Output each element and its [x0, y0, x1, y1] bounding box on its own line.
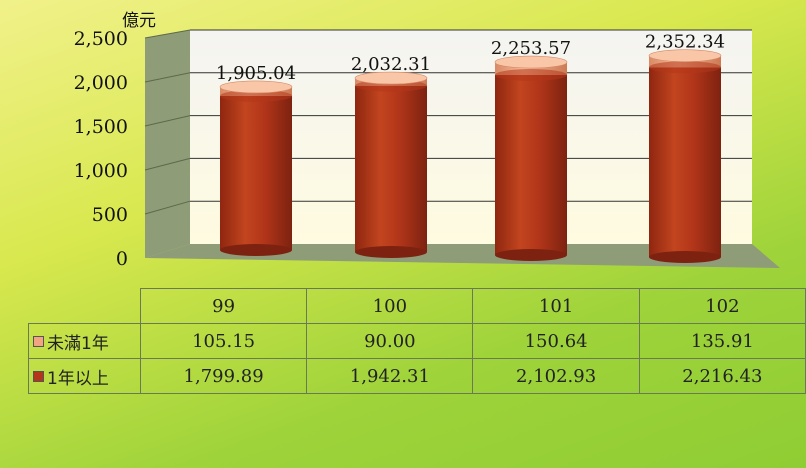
table-row: 未滿1年 105.15 90.00 150.64 135.91	[28, 323, 806, 359]
table-cell: 135.91	[638, 323, 806, 359]
table-cell: 1,942.31	[306, 358, 474, 394]
table-header-cell: 99	[139, 288, 308, 324]
table-corner	[28, 288, 141, 324]
table-series-head: 未滿1年	[28, 323, 141, 359]
bar-top-cap	[354, 71, 428, 85]
table-series-head: 1年以上	[28, 358, 141, 394]
y-tick-label: 500	[92, 204, 128, 226]
plot-back-wall	[190, 30, 752, 244]
bar-base	[649, 251, 721, 263]
bar-base	[495, 249, 567, 261]
gridline-side	[144, 72, 191, 83]
bar-base	[355, 246, 427, 258]
bar-segment-seam	[649, 61, 721, 74]
table-cell: 150.64	[472, 323, 640, 359]
bar-total-label: 2,032.31	[351, 54, 431, 75]
gridline-side	[144, 29, 191, 39]
table-series-label: 1年以上	[47, 368, 109, 389]
bar-total-label: 2,352.34	[645, 32, 725, 53]
bar-main-body	[220, 95, 292, 250]
gridline-side	[144, 200, 191, 215]
y-axis-unit: 億元	[122, 11, 156, 31]
y-tick-label: 1,500	[74, 116, 128, 138]
table-header-cell: 102	[638, 288, 806, 324]
table-header-cell: 101	[472, 288, 640, 324]
bar-top-cap	[494, 55, 568, 69]
table-cell: 90.00	[306, 323, 474, 359]
table-cell: 105.15	[139, 323, 308, 359]
bar-total-label: 1,905.04	[216, 63, 296, 84]
bar-segment-seam	[495, 68, 567, 81]
bar-top-cap	[219, 80, 293, 94]
table-row: 1年以上 1,799.89 1,942.31 2,102.93 2,216.43	[28, 358, 806, 394]
legend-swatch-icon	[33, 335, 44, 347]
chart-plot: 0 500 1,000 1,500 2,000 2,500 1,905.04 2,032.31…	[74, 28, 780, 270]
gridline-side	[144, 115, 191, 127]
y-tick-label: 2,000	[74, 72, 128, 94]
bar-base	[220, 244, 292, 256]
table-header-cell: 100	[306, 288, 474, 324]
plot-side-wall	[145, 30, 190, 258]
bar-main-body	[649, 67, 721, 257]
table-cell: 2,216.43	[638, 358, 806, 394]
table-series-label: 未滿1年	[47, 333, 109, 354]
y-tick-label: 1,000	[74, 160, 128, 182]
y-tick-label: 2,500	[74, 28, 128, 50]
bar-main-body	[495, 74, 567, 255]
bar-segment-seam	[220, 89, 292, 102]
table-cell: 2,102.93	[472, 358, 640, 394]
table-cell: 1,799.89	[139, 358, 308, 394]
bar-total-label: 2,253.57	[491, 38, 571, 59]
plot-floor	[145, 244, 780, 268]
legend-swatch-icon	[33, 370, 44, 382]
bar-top-cap	[648, 49, 722, 62]
gridline-side	[144, 157, 191, 171]
table-header-row: 99 100 101 102	[28, 288, 806, 324]
data-table: 99 100 101 102 未滿1年 105.15 90.00 150.64 …	[28, 288, 806, 394]
bar-main-body	[355, 85, 427, 252]
y-tick-label: 0	[116, 248, 128, 270]
